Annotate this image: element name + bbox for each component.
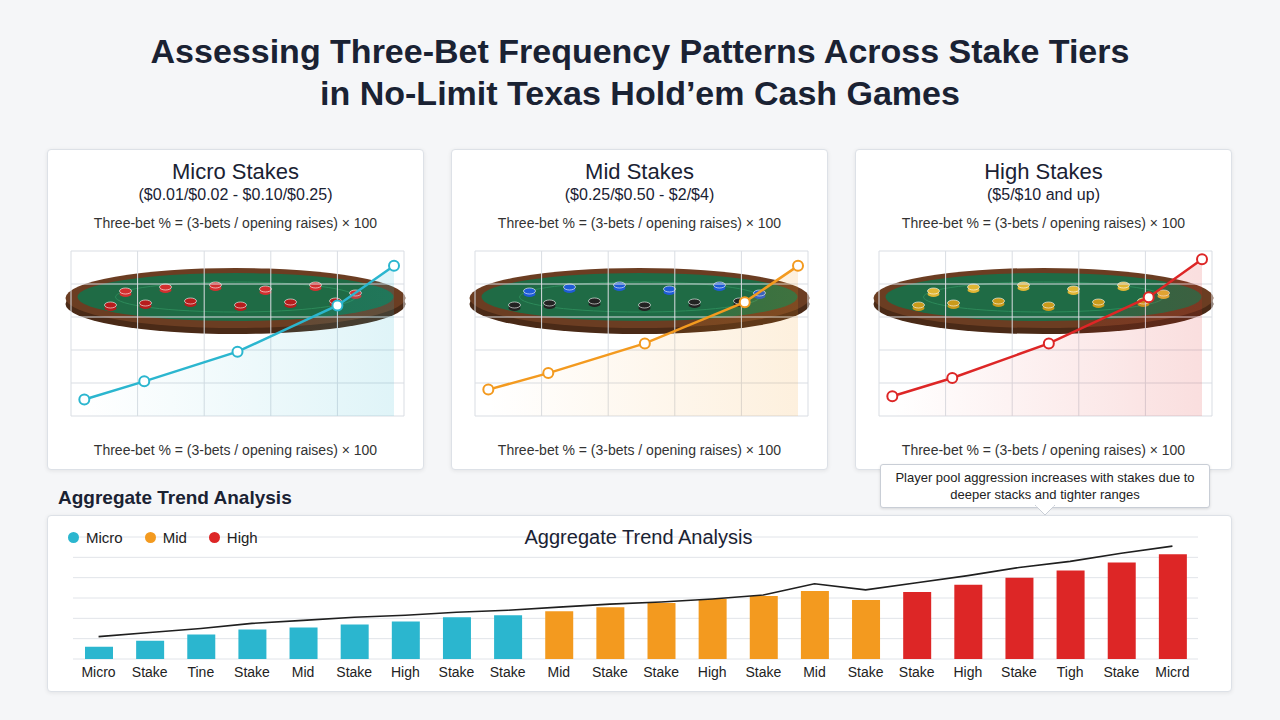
html-text:Three-bet % = (3-bets / openin: Three-bet % = (3-bets / opening raises) … [901,215,1186,231]
svg-text:Stake: Stake [1103,664,1139,680]
svg-text:Stake: Stake [132,664,168,680]
html-text:Three-bet % = (3-bets / openin: Three-bet % = (3-bets / opening raises) … [93,215,378,231]
svg-text:Micro: Micro [81,664,115,680]
svg-text:Stake: Stake [643,664,679,680]
html-text:High: High [226,529,258,546]
svg-text:Mid: Mid [548,664,571,680]
html-text:($5/$10 and up): ($5/$10 and up) [987,186,1100,203]
svg-text:Stake: Stake [234,664,270,680]
svg-text:Stake: Stake [336,664,372,680]
svg-text:Stake: Stake [592,664,628,680]
svg-text:High: High [391,664,420,680]
html-text:Three-bet % = (3-bets / openin: Three-bet % = (3-bets / opening raises) … [901,442,1186,458]
svg-text:Micrd: Micrd [1155,664,1189,680]
svg-text:Stake: Stake [1001,664,1037,680]
html-text:Aggregate Trend Analysis: Aggregate Trend Analysis [524,526,753,548]
html-text:Micro Stakes: Micro Stakes [171,159,300,184]
html-text:High Stakes: High Stakes [984,159,1103,184]
html-text:Mid Stakes: Mid Stakes [585,159,694,184]
html-text:($0.25/$0.50 - $2/$4): ($0.25/$0.50 - $2/$4) [564,186,715,203]
html-text:($0.01/$0.02 - $0.10/$0.25): ($0.01/$0.02 - $0.10/$0.25) [138,186,333,203]
svg-text:Mid: Mid [803,664,826,680]
html-text:Micro: Micro [86,529,123,546]
svg-text:Stake: Stake [439,664,475,680]
svg-text:Stake: Stake [490,664,526,680]
svg-text:Stake: Stake [899,664,935,680]
html-text:Three-bet % = (3-bets / openin: Three-bet % = (3-bets / opening raises) … [497,442,782,458]
html-text:Player pool aggression increas: Player pool aggression increases with st… [895,470,1195,502]
html-text:Three-bet % = (3-bets / openin: Three-bet % = (3-bets / opening raises) … [497,215,782,231]
svg-text:Tine: Tine [187,664,214,680]
html-text:Three-bet % = (3-bets / openin: Three-bet % = (3-bets / opening raises) … [93,442,378,458]
html-text:Aggregate Trend Analysis: Aggregate Trend Analysis [58,487,292,508]
svg-text:Stake: Stake [745,664,781,680]
svg-text:High: High [698,664,727,680]
svg-text:Stake: Stake [848,664,884,680]
html-text:Mid: Mid [162,529,187,546]
svg-text:Tigh: Tigh [1057,664,1084,680]
html-text:Assessing Three-Bet Frequency: Assessing Three-Bet Frequency Patterns A… [150,32,1130,112]
svg-text:Mid: Mid [292,664,315,680]
svg-text:High: High [953,664,982,680]
